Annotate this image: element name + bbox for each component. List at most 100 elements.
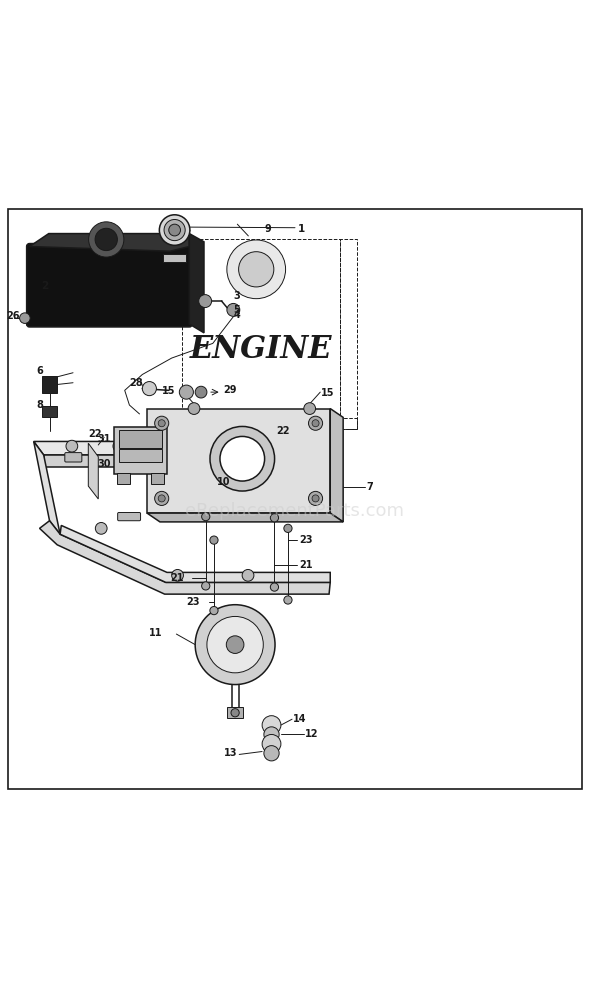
Bar [227,708,243,718]
Polygon shape [88,443,99,499]
Circle shape [158,420,165,427]
Circle shape [227,303,240,316]
Bar [117,473,130,484]
Circle shape [304,403,316,414]
Circle shape [227,636,244,654]
Circle shape [262,735,281,753]
Circle shape [195,386,207,398]
Bar [163,254,186,262]
Circle shape [96,523,107,534]
Circle shape [66,440,78,452]
Polygon shape [330,408,343,522]
Text: 1: 1 [298,224,305,234]
Circle shape [88,222,124,257]
Bar [114,427,167,474]
Bar [42,406,57,417]
Text: 26: 26 [6,310,19,320]
Circle shape [113,440,124,452]
Circle shape [172,570,183,581]
Bar [182,418,358,428]
Text: 22: 22 [88,429,102,439]
Circle shape [312,420,319,427]
Text: 30: 30 [98,459,111,469]
Circle shape [220,436,264,481]
Circle shape [270,514,278,522]
Text: 15: 15 [162,386,175,396]
Text: 7: 7 [366,482,373,492]
Circle shape [201,440,213,452]
Circle shape [95,229,117,250]
Circle shape [159,215,190,246]
Circle shape [202,582,210,590]
Bar [42,375,57,393]
FancyBboxPatch shape [117,513,140,521]
Circle shape [199,294,212,307]
Bar [340,239,358,428]
Polygon shape [30,234,189,251]
Text: 14: 14 [293,715,307,725]
Polygon shape [260,443,271,499]
Circle shape [309,491,323,505]
Text: 28: 28 [129,378,143,388]
Text: 5: 5 [233,305,240,315]
Text: 11: 11 [149,628,162,638]
Circle shape [210,536,218,544]
Polygon shape [44,455,339,467]
Text: 22: 22 [276,426,290,436]
Circle shape [262,716,281,735]
Text: 9: 9 [264,224,271,234]
Bar [119,449,162,462]
Text: 21: 21 [300,560,313,570]
Polygon shape [40,521,330,594]
Circle shape [195,605,275,685]
Text: 8: 8 [37,400,44,410]
Bar [119,430,162,448]
Polygon shape [147,513,343,522]
Text: 21: 21 [170,573,183,583]
Text: 31: 31 [98,433,111,443]
Bar [147,408,330,513]
Text: 13: 13 [224,748,237,758]
Text: 2: 2 [41,281,48,291]
Circle shape [271,440,283,452]
Bar [151,473,164,484]
Polygon shape [34,441,339,455]
Circle shape [142,381,156,395]
Text: 15: 15 [322,388,335,398]
Text: 3: 3 [233,291,240,301]
Circle shape [207,617,263,673]
Circle shape [19,312,30,323]
Text: 10: 10 [217,477,230,487]
Circle shape [309,416,323,430]
Circle shape [155,491,169,505]
FancyBboxPatch shape [27,244,192,327]
Circle shape [179,385,194,399]
Text: 29: 29 [224,385,237,395]
Circle shape [284,524,292,533]
Circle shape [284,596,292,604]
Text: 6: 6 [37,366,44,376]
Circle shape [238,251,274,286]
Circle shape [164,220,185,241]
Polygon shape [189,234,204,332]
Circle shape [312,495,319,502]
Circle shape [231,709,239,717]
Circle shape [169,225,181,236]
Text: 23: 23 [300,535,313,545]
Polygon shape [34,441,60,534]
Circle shape [155,416,169,430]
Text: 23: 23 [186,597,200,607]
Bar [182,239,340,418]
Text: 4: 4 [233,309,240,319]
FancyBboxPatch shape [65,453,82,462]
Circle shape [210,607,218,615]
Text: 12: 12 [305,730,319,740]
Circle shape [202,513,210,521]
Circle shape [242,570,254,581]
Circle shape [158,495,165,502]
Circle shape [264,727,279,743]
Circle shape [188,403,200,414]
Polygon shape [60,525,330,583]
Circle shape [210,426,274,491]
Circle shape [270,583,278,591]
